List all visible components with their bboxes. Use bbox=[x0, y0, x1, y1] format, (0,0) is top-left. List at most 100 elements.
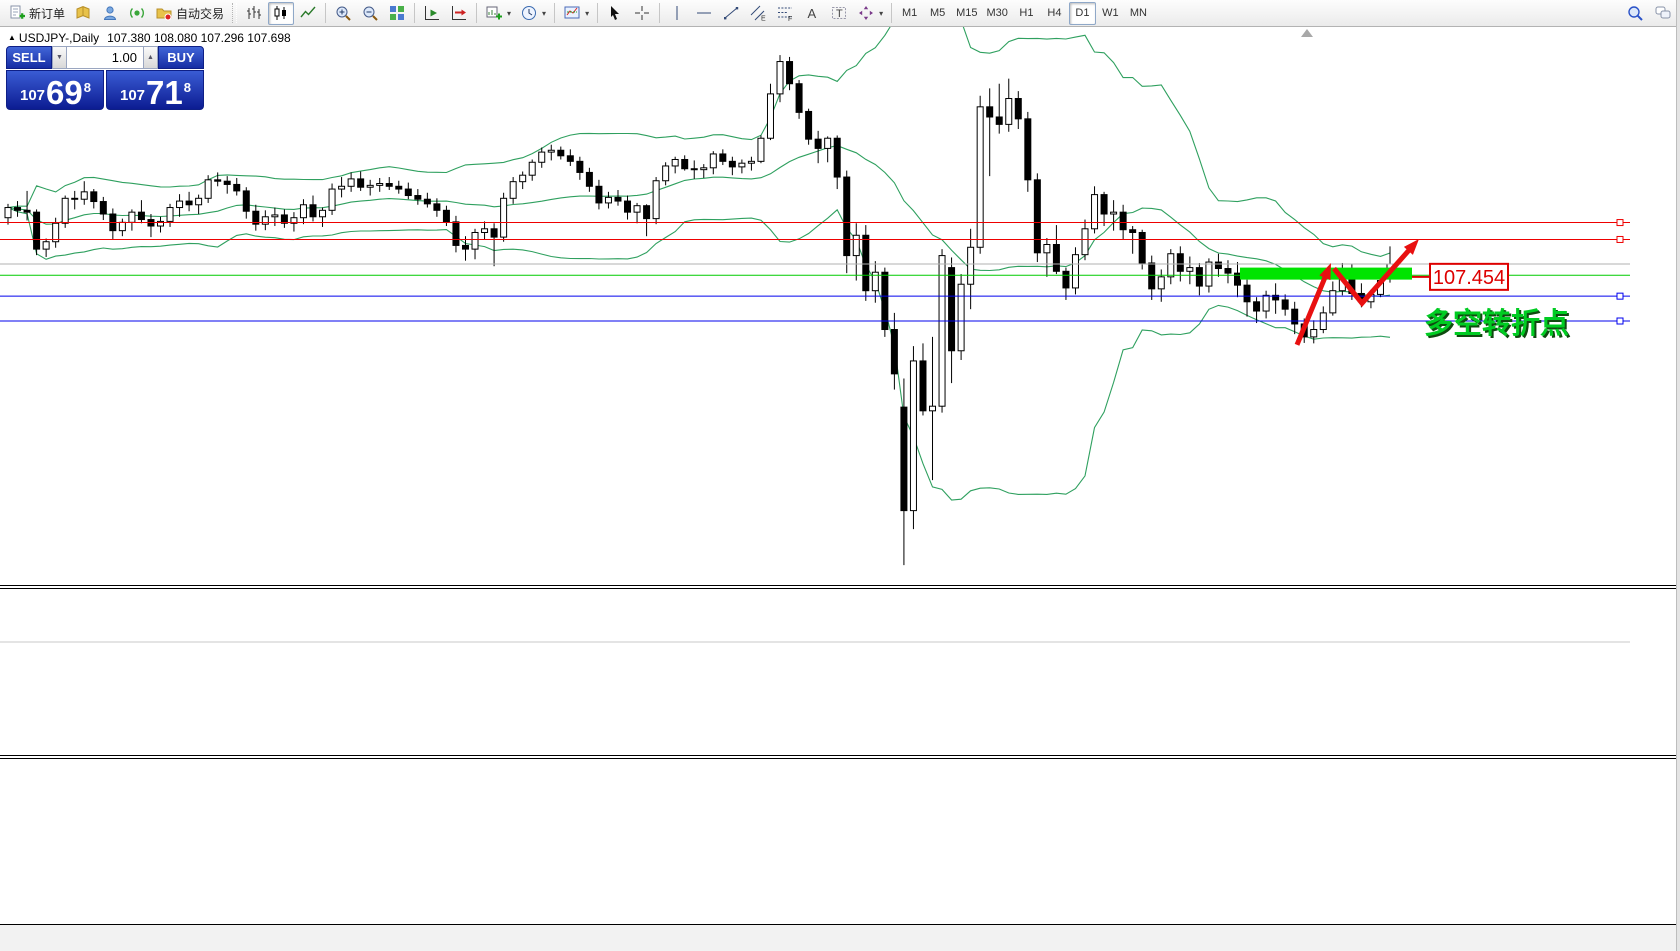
toolbar-separator bbox=[891, 3, 893, 23]
candle-body bbox=[909, 360, 917, 512]
toolbar-separator bbox=[597, 3, 599, 23]
candle-body bbox=[1157, 276, 1165, 290]
hline-handle[interactable] bbox=[1616, 235, 1624, 243]
candle-body bbox=[1052, 244, 1060, 272]
candlestick-chart-button[interactable] bbox=[268, 1, 295, 25]
auto-scroll-button[interactable] bbox=[419, 2, 445, 25]
candle-body bbox=[1214, 261, 1222, 270]
candle-body bbox=[261, 216, 269, 225]
chart-shift-button[interactable] bbox=[446, 2, 472, 25]
hline-handle[interactable] bbox=[1616, 317, 1624, 325]
indicators-button[interactable]: ▾ bbox=[559, 2, 593, 25]
text-label-button[interactable]: T bbox=[826, 2, 852, 25]
price-callout-box[interactable] bbox=[1429, 262, 1509, 291]
candle-body bbox=[1224, 268, 1232, 274]
horizontal-line-button[interactable] bbox=[691, 2, 717, 25]
periods-button[interactable]: ▾ bbox=[516, 2, 550, 25]
candles-layer bbox=[4, 55, 1394, 566]
candle-body bbox=[99, 201, 107, 215]
sell-price-button[interactable]: 107 69 8 bbox=[6, 70, 104, 110]
timeframe-m5[interactable]: M5 bbox=[924, 2, 951, 25]
buy-price-button[interactable]: 107 71 8 bbox=[106, 70, 204, 110]
equidistant-channel-button[interactable]: E bbox=[745, 2, 771, 25]
volume-increase-button[interactable]: ▲ bbox=[143, 46, 158, 69]
fibonacci-button[interactable]: F bbox=[772, 2, 798, 25]
line-chart-button[interactable] bbox=[295, 2, 321, 25]
crosshair-button[interactable] bbox=[629, 2, 655, 25]
toolbar-separator bbox=[476, 3, 478, 23]
hline-handle[interactable] bbox=[1616, 292, 1624, 300]
timeframe-mn[interactable]: MN bbox=[1125, 2, 1152, 25]
search-button[interactable] bbox=[1622, 2, 1648, 25]
vertical-line-button[interactable] bbox=[664, 2, 690, 25]
ask-prefix: 107 bbox=[120, 87, 146, 104]
candle-body bbox=[948, 267, 956, 352]
chat-button[interactable] bbox=[1650, 2, 1676, 25]
arrows-tool-button[interactable]: ▾ bbox=[853, 2, 887, 25]
main-pane[interactable] bbox=[4, 27, 1394, 566]
candle-body bbox=[338, 185, 346, 190]
timeframe-m15[interactable]: M15 bbox=[952, 2, 981, 25]
chart-window[interactable]: ▲ USDJPY-,Daily 107.380 108.080 107.296 10… bbox=[0, 27, 1680, 951]
volume-decrease-button[interactable]: ▼ bbox=[52, 46, 67, 69]
date-axis-bg bbox=[0, 925, 1676, 951]
candle-body bbox=[938, 255, 946, 407]
new-order-button[interactable]: 新订单 bbox=[4, 2, 69, 25]
tile-windows-button[interactable] bbox=[384, 2, 410, 25]
candle-body bbox=[538, 151, 546, 163]
timeframe-d1[interactable]: D1 bbox=[1068, 1, 1096, 25]
arrow-line[interactable] bbox=[1294, 273, 1329, 346]
candle-body bbox=[528, 161, 536, 176]
candle-body bbox=[1243, 284, 1251, 303]
candle-body bbox=[309, 204, 317, 218]
candle-body bbox=[357, 178, 365, 188]
bid-prefix: 107 bbox=[20, 87, 46, 104]
arrow-line[interactable] bbox=[1332, 246, 1413, 308]
hline-handle[interactable] bbox=[1616, 219, 1624, 227]
svg-text:T: T bbox=[836, 8, 843, 20]
candle-body bbox=[862, 234, 870, 292]
chart-shift-marker[interactable] bbox=[1301, 29, 1313, 37]
bar-chart-button[interactable] bbox=[241, 2, 267, 25]
symbol-name: USDJPY-,Daily bbox=[18, 31, 100, 45]
candle-body bbox=[366, 184, 374, 188]
ask-main: 71 bbox=[146, 73, 183, 111]
sell-button[interactable]: SELL bbox=[6, 46, 52, 69]
bid-main: 69 bbox=[46, 73, 83, 111]
candle-body bbox=[614, 196, 622, 202]
fibonacci-icon: F bbox=[778, 7, 792, 22]
autotrading-button[interactable]: 自动交易 bbox=[151, 2, 228, 25]
timeframe-m30[interactable]: M30 bbox=[983, 2, 1012, 25]
arrow-head bbox=[1319, 262, 1331, 281]
candle-body bbox=[1091, 194, 1099, 230]
market-watch-button[interactable] bbox=[97, 2, 123, 25]
autotrading-icon bbox=[156, 8, 172, 21]
text-tool-button[interactable]: A bbox=[799, 2, 825, 25]
candle-body bbox=[671, 158, 679, 167]
candle-body bbox=[1176, 253, 1184, 272]
history-center-button[interactable] bbox=[70, 2, 96, 25]
candle-body bbox=[519, 174, 527, 183]
new-chart-button[interactable]: ▾ bbox=[481, 2, 515, 25]
candle-body bbox=[23, 209, 31, 213]
volume-input[interactable]: 1.00 bbox=[67, 46, 143, 69]
trendline-button[interactable] bbox=[718, 2, 744, 25]
trend-arrows[interactable] bbox=[1294, 238, 1419, 346]
timeframe-w1[interactable]: W1 bbox=[1097, 2, 1124, 25]
timeframe-m1[interactable]: M1 bbox=[896, 2, 923, 25]
timeframe-h1[interactable]: H1 bbox=[1013, 2, 1040, 25]
timeframe-h4[interactable]: H4 bbox=[1041, 2, 1068, 25]
zoom-in-button[interactable] bbox=[330, 2, 356, 25]
candle-body bbox=[461, 244, 469, 250]
buy-button[interactable]: BUY bbox=[158, 46, 204, 69]
zoom-out-button[interactable] bbox=[357, 2, 383, 25]
autotrading-label: 自动交易 bbox=[176, 6, 225, 21]
candle-body bbox=[824, 137, 832, 149]
candle-body bbox=[719, 153, 727, 162]
candle-body bbox=[33, 211, 41, 250]
candle-body bbox=[433, 203, 441, 211]
toolbar-separator bbox=[659, 3, 661, 23]
signals-button[interactable] bbox=[124, 2, 150, 25]
cursor-button[interactable] bbox=[602, 2, 628, 25]
